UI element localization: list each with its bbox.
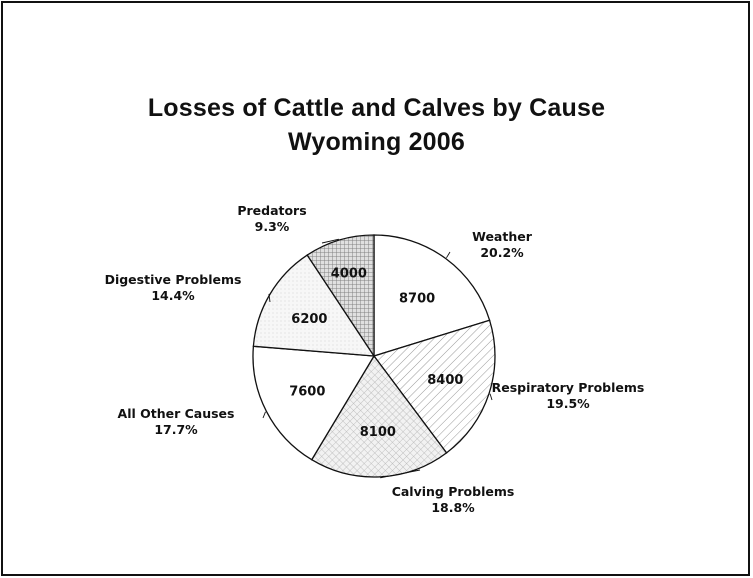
chart-subtitle: Wyoming 2006: [288, 128, 465, 156]
slice-percent-label: 19.5%: [546, 396, 590, 411]
slice-value-label: 6200: [291, 312, 327, 327]
leader-line: [489, 393, 493, 401]
pie-slice-calving-problems: [310, 354, 448, 478]
slice-percent-label: 9.3%: [255, 219, 290, 234]
pie-slices: [252, 234, 496, 478]
pie-slice-digestive-problems: [252, 254, 376, 357]
chart-title: Losses of Cattle and Calves by Cause: [147, 94, 606, 122]
leader-line: [446, 251, 451, 259]
slice-value-label: 7600: [289, 384, 325, 399]
slice-category-label: Predators: [237, 203, 306, 218]
slice-value-label: 8400: [427, 373, 463, 388]
leader-line: [268, 293, 271, 303]
leader-line: [262, 411, 266, 419]
slice-value-label: 8100: [360, 425, 396, 440]
leader-lines: [262, 238, 493, 479]
slice-category-label: Digestive Problems: [105, 272, 242, 287]
slice-percent-label: 20.2%: [480, 245, 524, 260]
pie-slice-all-other-causes: [252, 345, 376, 461]
value-labels: 8700 8400 8100 7600 6200 4000: [289, 267, 463, 440]
slice-percent-label: 17.7%: [154, 422, 198, 437]
slice-category-label: Respiratory Problems: [492, 380, 645, 395]
pie-slice-weather: [373, 234, 491, 357]
pie-slice-predators: [306, 234, 375, 359]
leader-line: [321, 238, 339, 244]
slice-category-label: Weather: [472, 229, 533, 244]
slice-value-label: 4000: [331, 267, 367, 282]
pie-slice-respiratory-problems: [372, 319, 496, 454]
slice-value-label: 8700: [399, 292, 435, 307]
slice-category-label: Calving Problems: [392, 484, 515, 499]
leader-line: [380, 469, 421, 479]
slice-percent-label: 18.8%: [431, 500, 475, 515]
slice-category-label: All Other Causes: [118, 406, 235, 421]
slice-percent-label: 14.4%: [151, 288, 195, 303]
